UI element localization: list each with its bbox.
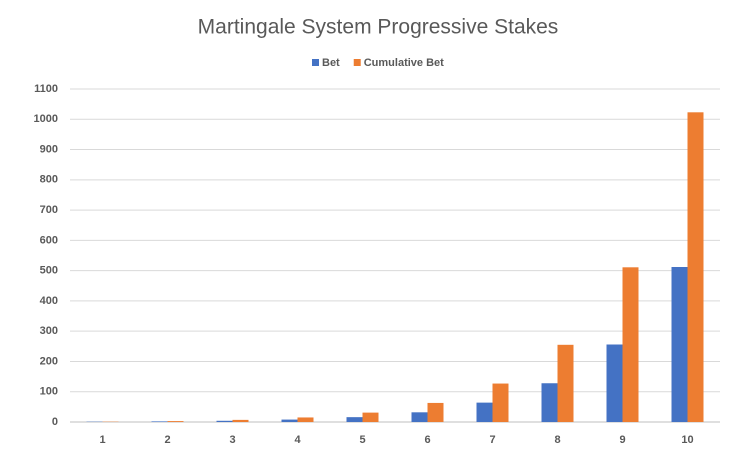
x-tick-label: 7 (489, 434, 495, 446)
x-tick-label: 6 (424, 434, 430, 446)
y-tick-label: 1000 (34, 113, 58, 125)
bar (492, 383, 509, 422)
y-tick-label: 200 (40, 355, 58, 367)
y-tick-label: 0 (52, 416, 58, 428)
bar (606, 344, 623, 422)
x-tick-label: 5 (359, 434, 365, 446)
y-tick-label: 600 (40, 234, 58, 246)
x-tick-label: 4 (294, 434, 301, 446)
y-tick-label: 100 (40, 386, 58, 398)
bar (297, 417, 314, 422)
y-tick-label: 900 (40, 143, 58, 155)
x-tick-label: 10 (681, 434, 693, 446)
y-tick-label: 400 (40, 295, 58, 307)
bar (362, 412, 379, 422)
y-tick-label: 1100 (34, 83, 58, 95)
bar (557, 344, 574, 422)
x-tick-label: 3 (229, 434, 235, 446)
bar (346, 417, 363, 422)
bar (232, 419, 249, 422)
bar (167, 421, 184, 422)
legend-swatch (312, 59, 319, 66)
bar (687, 112, 704, 422)
chart-title: Martingale System Progressive Stakes (198, 16, 559, 39)
y-tick-label: 800 (40, 174, 58, 186)
x-tick-label: 1 (99, 434, 105, 446)
y-tick-label: 700 (40, 204, 58, 216)
bar (216, 420, 233, 422)
x-tick-label: 8 (554, 434, 560, 446)
y-tick-label: 300 (40, 325, 58, 337)
x-tick-label: 2 (164, 434, 170, 446)
bar (541, 383, 558, 422)
legend-swatch (353, 59, 361, 66)
bar (411, 412, 428, 422)
bar (427, 402, 444, 422)
x-tick-label: 9 (619, 434, 625, 446)
legend-label: Cumulative Bet (364, 57, 444, 69)
bar (671, 267, 688, 422)
bar (151, 421, 168, 422)
bar (281, 419, 298, 422)
bar (622, 267, 639, 422)
legend-label: Bet (322, 57, 340, 69)
bar (476, 402, 493, 422)
y-tick-label: 500 (40, 265, 58, 277)
